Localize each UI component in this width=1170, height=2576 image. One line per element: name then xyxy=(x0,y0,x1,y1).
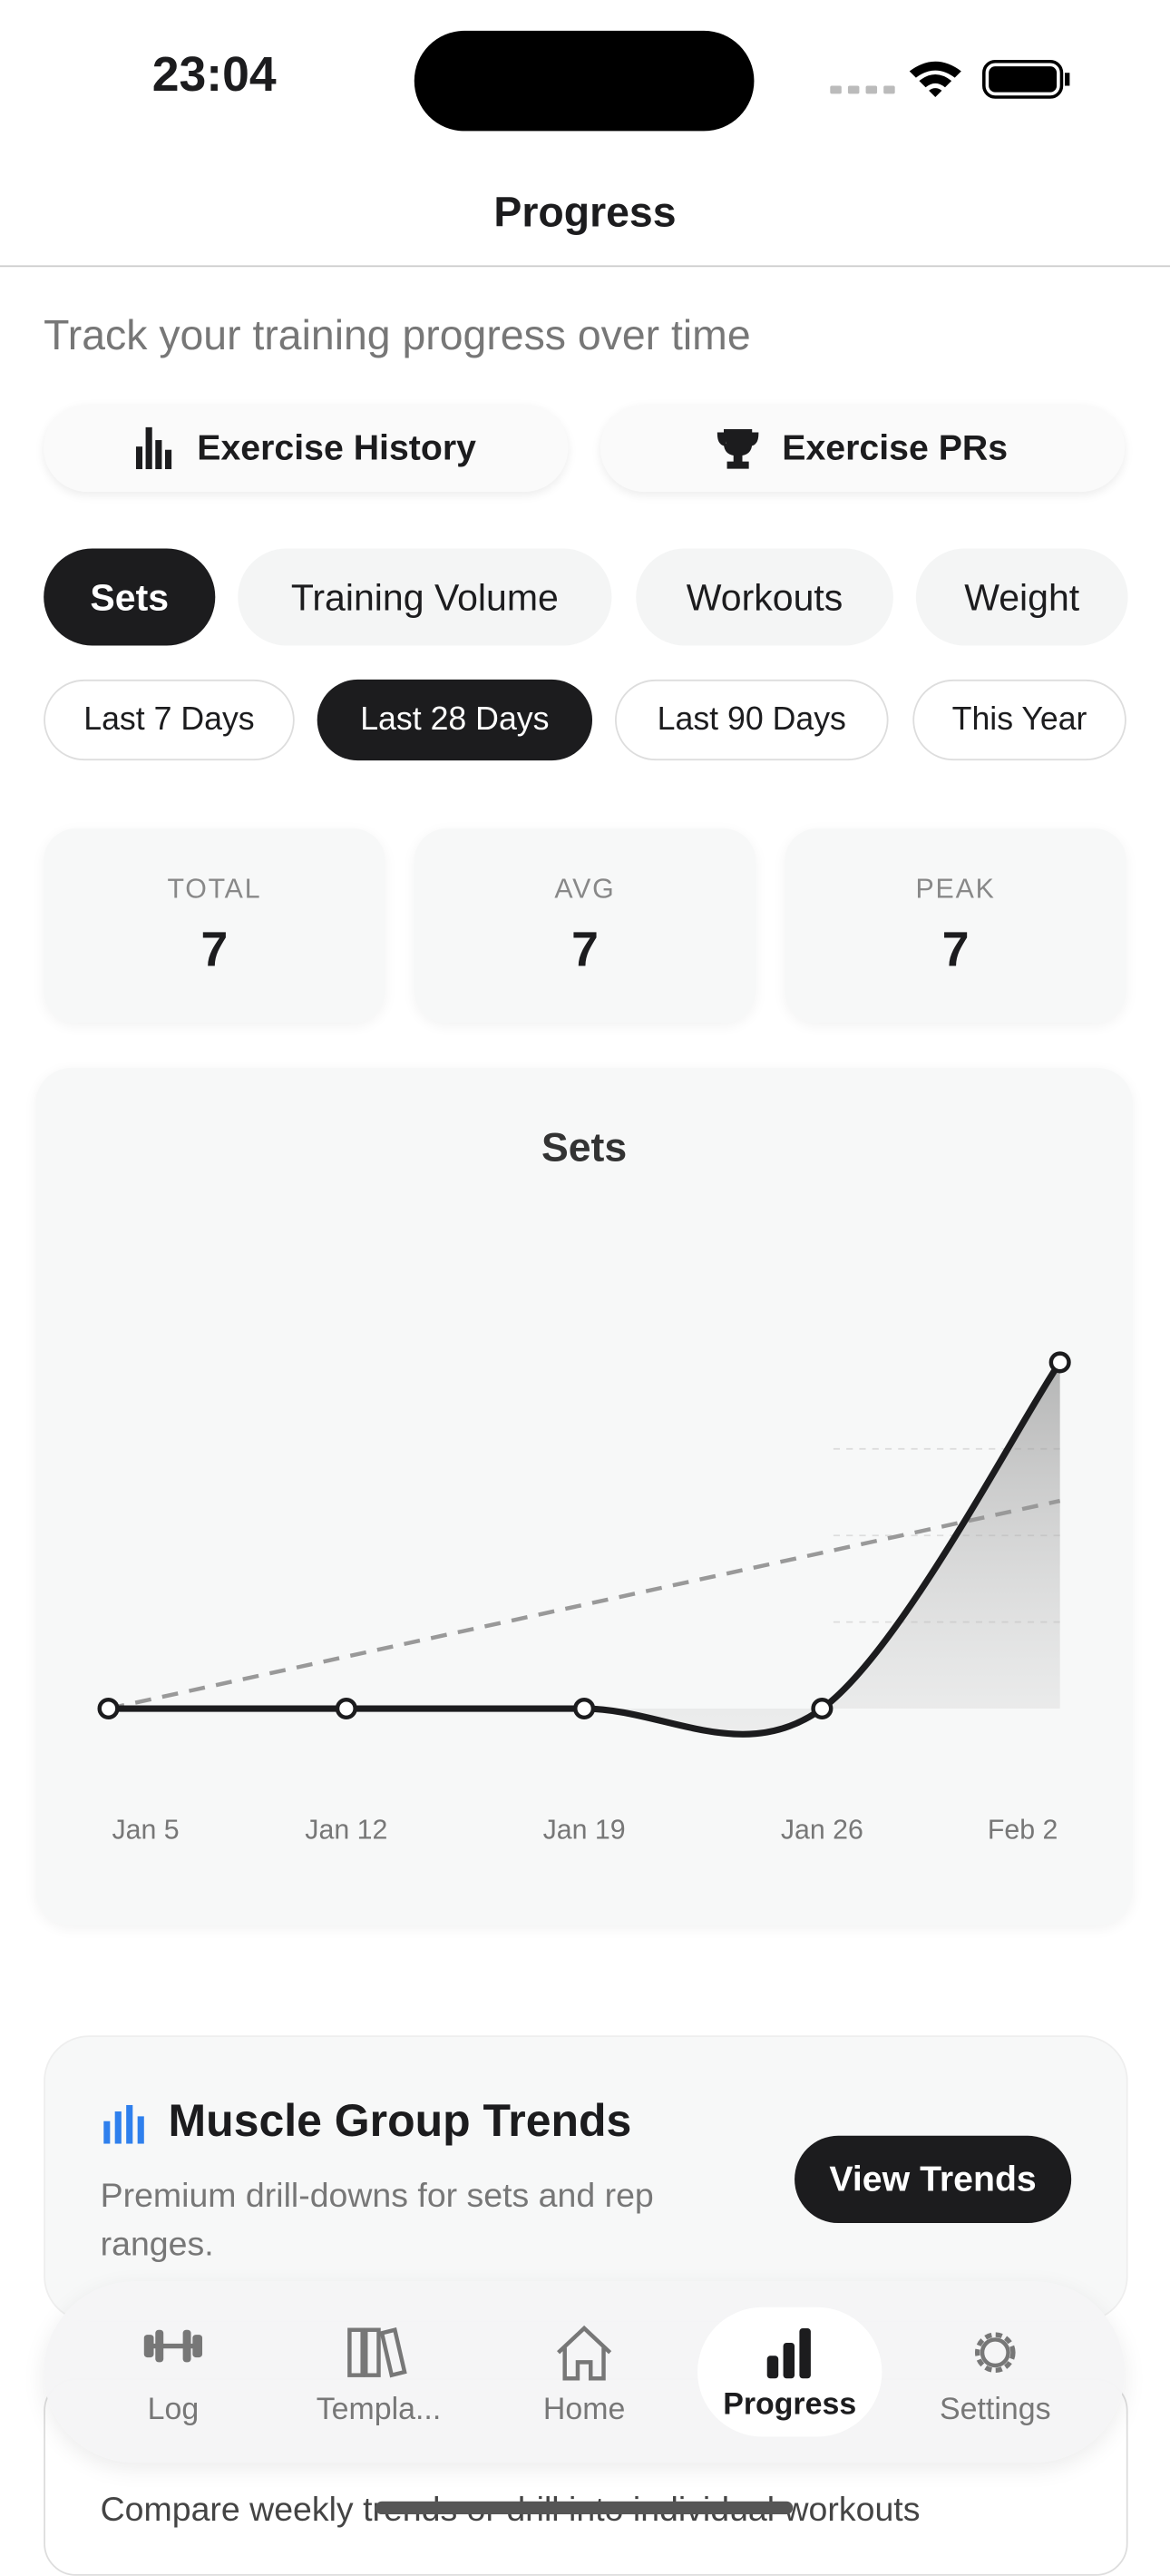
subtitle: Track your training progress over time xyxy=(44,310,751,359)
stat-value: 7 xyxy=(200,924,229,978)
metric-tab[interactable]: Training Volume xyxy=(238,548,612,646)
promo-card: Muscle Group Trends Premium drill-downs … xyxy=(44,2035,1128,2322)
metric-tab[interactable]: Weight xyxy=(915,548,1128,646)
divider xyxy=(0,265,1170,268)
range-tab[interactable]: This Year xyxy=(912,679,1126,761)
point xyxy=(335,1697,357,1720)
promo-text: Premium drill-downs for sets and rep ran… xyxy=(100,2178,654,2264)
status-icons xyxy=(830,59,1070,99)
stat-card xyxy=(414,828,756,1023)
tab-bar xyxy=(44,2281,1126,2463)
tab-icon xyxy=(347,2327,407,2378)
range-tab[interactable]: Last 90 Days xyxy=(615,679,889,761)
stat-card xyxy=(44,828,385,1023)
stat-label: TOTAL xyxy=(167,873,262,905)
header-title: Progress xyxy=(493,187,677,237)
stat-label: PEAK xyxy=(915,873,996,905)
x-tick-label: Jan 19 xyxy=(543,1816,626,1846)
nav-button[interactable]: Exercise History xyxy=(44,404,569,493)
tab-icon xyxy=(557,2325,612,2381)
nav-button-label: Exercise History xyxy=(197,426,476,468)
nav-button[interactable]: Exercise PRs xyxy=(600,404,1126,493)
range-tab[interactable]: Last 7 Days xyxy=(44,679,295,761)
icon xyxy=(717,428,759,469)
home-indicator xyxy=(375,2501,794,2515)
icon xyxy=(135,426,171,470)
stat-value: 7 xyxy=(571,924,599,978)
view-trends-button[interactable]: View Trends xyxy=(795,2135,1072,2224)
x-tick-label: Jan 26 xyxy=(781,1816,863,1846)
tab-label[interactable]: Templa... xyxy=(316,2393,442,2427)
dynamic-island xyxy=(414,30,755,132)
tab-label[interactable]: Home xyxy=(542,2393,626,2427)
x-tick-label: Feb 2 xyxy=(988,1816,1058,1846)
x-tick-label: Jan 12 xyxy=(305,1816,387,1846)
tab-label[interactable]: Progress xyxy=(723,2387,857,2423)
tab-label[interactable]: Settings xyxy=(940,2393,1051,2427)
range-tab[interactable]: Last 28 Days xyxy=(317,679,593,761)
promo-icon xyxy=(103,2104,144,2144)
trend-line xyxy=(108,1498,1061,1711)
point xyxy=(1048,1351,1071,1374)
point xyxy=(573,1697,596,1720)
metric-tab[interactable]: Workouts xyxy=(636,548,893,646)
tab-label[interactable]: Log xyxy=(147,2393,200,2427)
point xyxy=(97,1697,120,1720)
stat-card xyxy=(785,828,1126,1023)
nav-button-label: Exercise PRs xyxy=(782,426,1009,468)
metric-tab[interactable]: Sets xyxy=(44,548,216,646)
tab-icon xyxy=(974,2332,1016,2374)
status-time: 23:04 xyxy=(151,48,277,103)
tab-icon xyxy=(766,2327,811,2379)
line xyxy=(108,1360,1063,1738)
tab-icon xyxy=(143,2329,203,2363)
stat-value: 7 xyxy=(941,924,970,978)
button-label: View Trends xyxy=(829,2158,1037,2199)
chart-title: Sets xyxy=(541,1126,627,1170)
point xyxy=(811,1697,834,1720)
chart-card xyxy=(35,1067,1133,1925)
promo-title: Muscle Group Trends xyxy=(168,2095,632,2146)
stat-label: AVG xyxy=(554,873,616,905)
x-tick-label: Jan 5 xyxy=(112,1816,179,1846)
line-area xyxy=(108,1362,1060,1735)
